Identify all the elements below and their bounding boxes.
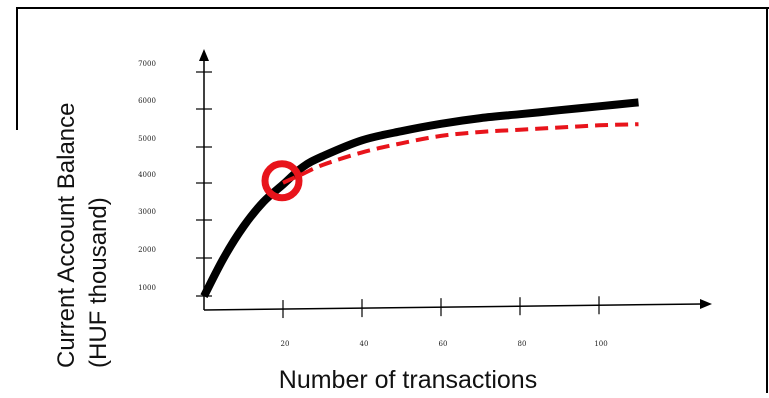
y-axis-title-line1: Current Account Balance <box>53 103 80 369</box>
series-line-solid <box>200 98 639 299</box>
highlight-layer <box>261 160 303 202</box>
x-tick-label: 100 <box>594 340 607 348</box>
y-tick-label: 3000 <box>138 208 156 216</box>
y-tick-label: 1000 <box>138 284 156 292</box>
x-tick-label: 20 <box>281 340 290 348</box>
x-axis-title: Number of transactions <box>279 366 537 393</box>
x-tick-label: 40 <box>360 340 369 348</box>
y-tick-label: 6000 <box>138 97 156 105</box>
y-axis-title-line2: (HUF thousand) <box>85 197 112 368</box>
x-axis-arrowhead <box>700 299 712 309</box>
y-tick-label: 2000 <box>138 246 156 254</box>
y-tick-label: 7000 <box>138 60 156 68</box>
x-tick-label: 80 <box>518 340 527 348</box>
y-tick-label: 5000 <box>138 135 156 143</box>
series-layer <box>200 98 639 299</box>
x-axis <box>203 303 703 311</box>
tick-labels: 1000 2000 3000 4000 5000 6000 7000 20 40 60 80 100 <box>138 60 608 348</box>
highlight-circle <box>261 160 303 202</box>
x-tick-label: 60 <box>439 340 448 348</box>
series-line-dashed <box>282 122 639 185</box>
y-tick-label: 4000 <box>138 171 156 179</box>
y-axis-arrowhead <box>199 49 209 61</box>
